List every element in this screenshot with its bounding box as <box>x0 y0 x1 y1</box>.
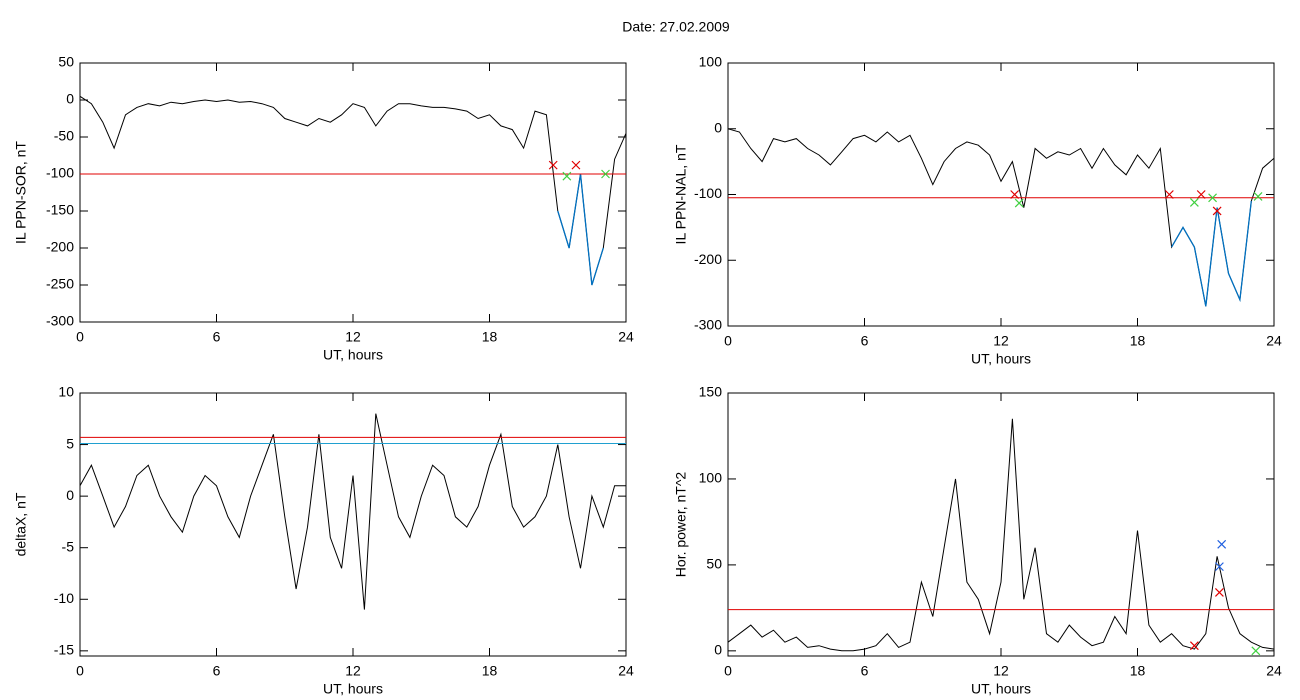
cross-marker <box>1253 192 1263 201</box>
x-tick-label: 12 <box>345 663 361 679</box>
x-axis-label: UT, hours <box>323 347 383 363</box>
y-tick-label: -100 <box>694 185 722 201</box>
x-axis-label: UT, hours <box>971 681 1031 697</box>
y-tick-label: 5 <box>66 435 74 451</box>
x-tick-label: 18 <box>1130 333 1146 349</box>
x-tick-label: 12 <box>993 663 1009 679</box>
y-tick-label: -150 <box>46 202 74 218</box>
y-tick-label: 0 <box>66 487 74 503</box>
y-tick-label: -200 <box>694 251 722 267</box>
x-tick-label: 6 <box>213 663 221 679</box>
y-tick-label: 0 <box>66 91 74 107</box>
x-tick-label: 18 <box>1130 663 1146 679</box>
data-line <box>727 418 1275 652</box>
y-tick-label: -300 <box>694 317 722 333</box>
x-tick-label: 0 <box>76 663 84 679</box>
y-tick-label: -300 <box>46 313 74 329</box>
cross-marker <box>601 169 610 179</box>
x-tick-label: 24 <box>1266 663 1282 679</box>
y-tick-label: 0 <box>714 119 722 135</box>
y-tick-label: -100 <box>46 165 74 181</box>
data-line <box>79 413 626 610</box>
cross-marker <box>571 160 581 170</box>
y-tick-label: -250 <box>46 276 74 292</box>
cross-marker <box>1196 190 1206 199</box>
x-tick-label: 6 <box>861 663 869 679</box>
highlighted-line <box>1171 201 1252 307</box>
x-tick-label: 0 <box>76 329 84 345</box>
y-tick-label: -50 <box>54 128 74 144</box>
cross-marker <box>1164 190 1174 199</box>
y-axis-label: Hor. power, nT^2 <box>673 472 689 578</box>
y-tick-label: 0 <box>714 642 722 658</box>
y-tick-label: 100 <box>699 54 723 70</box>
cross-marker <box>1189 641 1199 651</box>
y-tick-label: 50 <box>706 556 722 572</box>
figure-title: Date: 27.02.2009 <box>622 19 730 35</box>
cross-marker <box>1212 206 1222 216</box>
x-tick-label: 12 <box>345 329 361 345</box>
cross-marker <box>548 160 558 170</box>
x-tick-label: 18 <box>482 663 498 679</box>
data-line <box>79 95 627 286</box>
x-tick-label: 12 <box>993 333 1009 349</box>
y-tick-label: 150 <box>699 384 723 400</box>
y-tick-label: 50 <box>58 54 74 70</box>
cross-marker <box>562 171 572 181</box>
x-tick-label: 24 <box>1266 333 1282 349</box>
x-tick-label: 6 <box>213 329 221 345</box>
x-tick-label: 24 <box>618 329 634 345</box>
y-axis-label: deltaX, nT <box>13 492 29 556</box>
y-tick-label: -5 <box>62 538 75 554</box>
cross-marker <box>1214 562 1224 572</box>
cross-marker <box>1010 190 1020 199</box>
cross-marker <box>1189 197 1199 207</box>
x-tick-label: 0 <box>724 333 732 349</box>
y-axis-label: IL PPN-NAL, nT <box>673 144 689 244</box>
y-tick-label: -10 <box>54 590 74 606</box>
y-tick-label: 10 <box>58 384 74 400</box>
x-axis-label: UT, hours <box>971 351 1031 367</box>
cross-marker <box>1208 193 1217 203</box>
x-axis-label: UT, hours <box>323 681 383 697</box>
x-tick-label: 18 <box>482 329 498 345</box>
x-tick-label: 6 <box>861 333 869 349</box>
x-tick-label: 24 <box>618 663 634 679</box>
y-tick-label: 100 <box>699 470 723 486</box>
cross-marker <box>1251 646 1261 656</box>
cross-marker <box>1214 587 1224 597</box>
x-tick-label: 0 <box>724 663 732 679</box>
y-tick-label: -15 <box>54 642 74 658</box>
cross-marker <box>1014 198 1024 208</box>
cross-marker <box>1217 539 1227 549</box>
y-tick-label: -200 <box>46 239 74 255</box>
y-axis-label: IL PPN-SOR, nT <box>13 141 29 244</box>
